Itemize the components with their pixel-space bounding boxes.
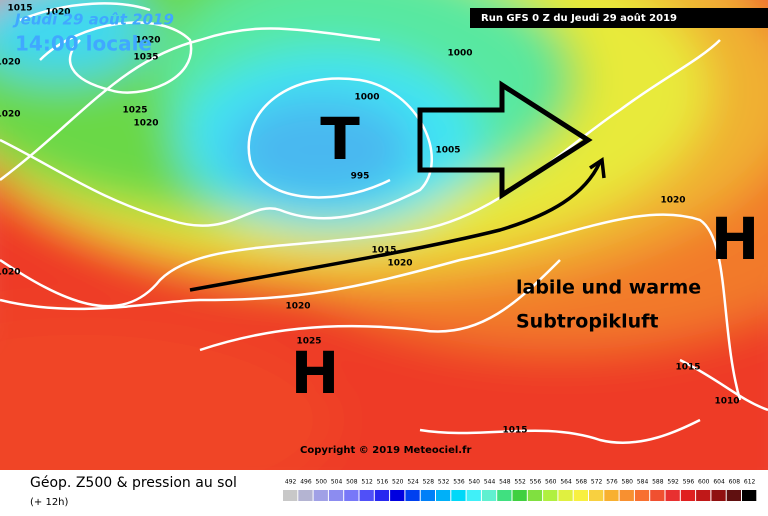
low-pressure: T xyxy=(320,105,360,173)
scale-label: 584 xyxy=(637,479,649,486)
high-pressure: H xyxy=(711,205,760,273)
scale-label: 532 xyxy=(438,479,450,486)
scale-swatch xyxy=(466,490,481,501)
scale-label: 548 xyxy=(499,479,511,486)
scale-label: 596 xyxy=(683,479,695,486)
scale-label: 572 xyxy=(591,479,603,486)
scale-label: 608 xyxy=(729,479,741,486)
isobar-label: 1000 xyxy=(447,49,472,59)
isobar-label: 1020 xyxy=(0,268,21,278)
scale-label: 496 xyxy=(300,479,312,486)
scale-swatch xyxy=(573,490,588,501)
run-label: Run GFS 0 Z du Jeudi 29 août 2019 xyxy=(481,12,677,24)
isobar-label: 1005 xyxy=(435,146,460,156)
isobar-label: 1020 xyxy=(660,196,685,206)
scale-swatch xyxy=(742,490,757,501)
legend-title: Géop. Z500 & pression au sol xyxy=(30,475,237,491)
scale-swatch xyxy=(619,490,634,501)
scale-swatch xyxy=(313,490,328,501)
isobar-label: 1015 xyxy=(675,363,700,373)
scale-swatch xyxy=(298,490,313,501)
scale-label: 592 xyxy=(667,479,679,486)
scale-label: 492 xyxy=(285,479,297,486)
scale-swatch xyxy=(328,490,344,501)
scale-label: 536 xyxy=(453,479,465,486)
scale-label: 520 xyxy=(392,479,404,486)
isobar-label: 1020 xyxy=(0,110,21,120)
arrows xyxy=(189,80,606,292)
scale-label: 588 xyxy=(652,479,664,486)
scale-label: 508 xyxy=(346,479,358,486)
time-label: 14:00 locale xyxy=(15,32,152,56)
annotation: labile und warme xyxy=(516,277,701,299)
scale-label: 612 xyxy=(744,479,756,486)
date-label: Jeudi 29 août 2019 xyxy=(12,11,174,29)
scale-swatch xyxy=(558,490,573,501)
scale-swatch xyxy=(436,490,451,501)
annotation: Subtropikluft xyxy=(516,311,658,333)
scale-swatch xyxy=(543,490,558,501)
isobar-label: 995 xyxy=(351,172,370,182)
isobar-label: 1025 xyxy=(122,106,147,116)
scale-swatch xyxy=(680,490,696,501)
isobar-label: 1015 xyxy=(7,4,32,14)
legend-subtitle: (+ 12h) xyxy=(30,497,69,508)
scale-label: 604 xyxy=(713,479,725,486)
isobar-label: 1020 xyxy=(135,36,160,46)
scale-swatch xyxy=(283,490,298,501)
isobar-label: 1035 xyxy=(133,53,158,63)
isobar-label: 1020 xyxy=(45,8,70,18)
isobar-label: 1025 xyxy=(296,337,321,347)
scale-label: 516 xyxy=(377,479,389,486)
scale-label: 528 xyxy=(423,479,435,486)
scale-swatch xyxy=(497,490,512,501)
scale-label: 504 xyxy=(331,479,343,486)
scale-swatch xyxy=(665,490,680,501)
scale-swatch xyxy=(374,490,390,501)
scale-label: 564 xyxy=(560,479,572,486)
scale-swatch xyxy=(390,490,405,501)
isobar-label: 1000 xyxy=(354,93,379,103)
scale-label: 560 xyxy=(545,479,557,486)
scale-swatch xyxy=(527,490,543,501)
scale-swatch xyxy=(359,490,374,501)
scale-swatch xyxy=(420,490,435,501)
high-pressure: H xyxy=(291,339,340,407)
isobar-label: 1020 xyxy=(387,259,412,269)
scale-label: 524 xyxy=(407,479,419,486)
scale-label: 568 xyxy=(576,479,588,486)
scale-label: 512 xyxy=(361,479,373,486)
isobar-label: 1020 xyxy=(285,302,310,312)
scale-swatch xyxy=(634,490,650,501)
scale-label: 500 xyxy=(316,479,328,486)
scale-swatch xyxy=(711,490,726,501)
isobar-label: 1015 xyxy=(371,246,396,256)
scale-label: 544 xyxy=(484,479,496,486)
scale-label: 600 xyxy=(698,479,710,486)
scale-swatch xyxy=(451,490,466,501)
isobar-label: 1015 xyxy=(502,426,527,436)
scale-label: 576 xyxy=(606,479,618,486)
scale-swatch xyxy=(650,490,665,501)
scale-swatch xyxy=(726,490,741,501)
scale-label: 580 xyxy=(622,479,634,486)
scale-swatch xyxy=(696,490,711,501)
isobar-label: 1020 xyxy=(133,119,158,129)
isobar-label: 1020 xyxy=(0,58,21,68)
scale-swatch xyxy=(604,490,619,501)
scale-label: 556 xyxy=(530,479,542,486)
scale-swatch xyxy=(344,490,359,501)
isobars xyxy=(0,2,768,444)
scale-swatch xyxy=(512,490,527,501)
scale-label: 540 xyxy=(469,479,481,486)
run-box xyxy=(470,8,768,28)
scale-swatch xyxy=(589,490,604,501)
scale-swatch xyxy=(405,490,420,501)
scale-label: 552 xyxy=(514,479,526,486)
copyright: Copyright © 2019 Meteociel.fr xyxy=(300,445,471,456)
isobar-label: 1010 xyxy=(714,397,739,407)
scale-swatch xyxy=(481,490,497,501)
